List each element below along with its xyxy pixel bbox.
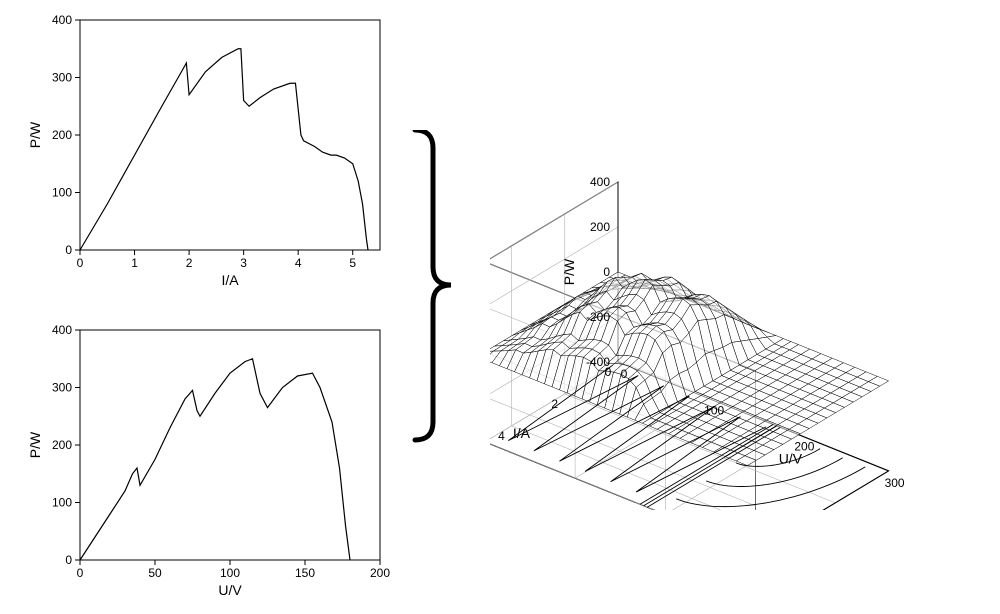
- svg-text:2: 2: [186, 256, 193, 270]
- svg-text:400: 400: [590, 175, 610, 189]
- svg-text:0: 0: [65, 243, 72, 257]
- svg-text:300: 300: [885, 476, 905, 490]
- power-vs-voltage-plot: 0 50 100 150 200 0 100 200 300 400 U/V P/W: [25, 315, 405, 605]
- svg-text:300: 300: [52, 381, 72, 395]
- svg-text:I/A: I/A: [221, 272, 239, 288]
- svg-text:0: 0: [65, 553, 72, 567]
- svg-text:0: 0: [621, 367, 628, 381]
- svg-text:5: 5: [349, 256, 356, 270]
- svg-text:3: 3: [240, 256, 247, 270]
- svg-text:4: 4: [498, 429, 505, 443]
- svg-text:400: 400: [52, 13, 72, 27]
- combining-brace-icon: [410, 130, 490, 460]
- svg-text:200: 200: [52, 128, 72, 142]
- svg-text:P/W: P/W: [27, 121, 43, 148]
- figure-container: 0123450100200300400I/AP/W 05010015020001…: [0, 0, 1000, 614]
- svg-text:0: 0: [77, 566, 84, 580]
- svg-text:100: 100: [220, 566, 240, 580]
- svg-text:4: 4: [295, 256, 302, 270]
- svg-text:-200: -200: [586, 310, 610, 324]
- power-surface-3d-plot: -400-20002004000100200300024P/WU/VI/A: [490, 50, 990, 510]
- svg-text:0: 0: [77, 256, 84, 270]
- svg-text:1: 1: [131, 256, 138, 270]
- svg-text:100: 100: [52, 496, 72, 510]
- svg-text:200: 200: [590, 220, 610, 234]
- svg-text:150: 150: [295, 566, 315, 580]
- svg-text:U/V: U/V: [218, 582, 242, 598]
- svg-text:I/A: I/A: [513, 425, 531, 441]
- svg-text:400: 400: [52, 323, 72, 337]
- svg-text:50: 50: [148, 566, 162, 580]
- svg-text:200: 200: [52, 438, 72, 452]
- svg-text:U/V: U/V: [779, 450, 803, 466]
- svg-text:200: 200: [370, 566, 390, 580]
- svg-text:2: 2: [551, 397, 558, 411]
- svg-text:100: 100: [704, 403, 724, 417]
- svg-text:300: 300: [52, 71, 72, 85]
- power-vs-current-plot: 0 1 2 3 4 5 0 100 200 300 400 I/A P/W: [25, 5, 405, 295]
- svg-text:P/W: P/W: [561, 258, 577, 285]
- svg-text:100: 100: [52, 186, 72, 200]
- svg-text:0: 0: [603, 265, 610, 279]
- svg-text:P/W: P/W: [27, 431, 43, 458]
- svg-text:0: 0: [605, 365, 612, 379]
